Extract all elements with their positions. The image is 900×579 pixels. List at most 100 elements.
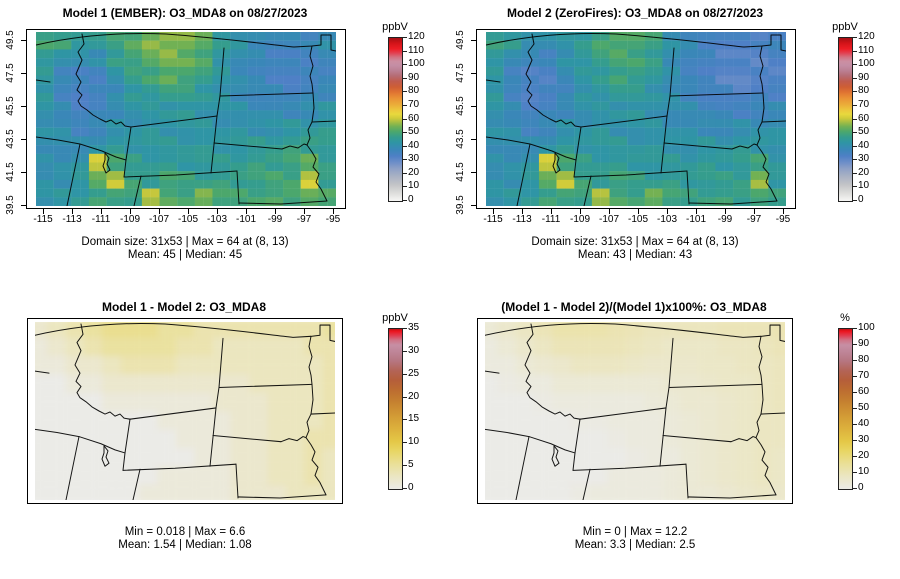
heatmap-cell	[265, 49, 275, 59]
heatmap-cell	[627, 75, 637, 85]
heatmap-cell	[635, 457, 645, 467]
heatmap-cell	[221, 75, 231, 85]
heatmap-cell	[494, 84, 504, 94]
heatmap-cell	[570, 410, 581, 421]
heatmap-cell	[148, 364, 158, 375]
heatmap-cell	[111, 383, 121, 393]
heatmap-cell	[322, 448, 332, 458]
heatmap-cell	[313, 392, 323, 402]
heatmap-cell	[616, 448, 626, 458]
heatmap-cell	[781, 355, 785, 365]
y-axis-tick-mark	[471, 73, 476, 74]
heatmap-cell	[274, 171, 284, 181]
heatmap-cell	[600, 127, 610, 137]
heatmap-cell	[503, 40, 513, 50]
heatmap-cell	[565, 40, 575, 50]
heatmap-cell	[706, 153, 716, 163]
heatmap-cell	[62, 84, 72, 94]
heatmap-cell	[570, 457, 581, 467]
heatmap-cell	[35, 401, 39, 412]
heatmap-cell	[697, 84, 707, 94]
heatmap-cell	[44, 66, 54, 76]
heatmap-cell	[616, 346, 626, 356]
heatmap-difference	[35, 322, 335, 500]
heatmap-cell	[662, 66, 672, 76]
heatmap-cell	[485, 429, 489, 439]
heatmap-cell	[221, 171, 231, 181]
heatmap-cell	[194, 119, 204, 128]
heatmap-cell	[662, 75, 672, 85]
heatmap-cell	[71, 127, 81, 137]
heatmap-cell	[36, 136, 45, 146]
heatmap-cell	[300, 40, 310, 50]
heatmap-cell	[644, 373, 654, 384]
heatmap-cell	[36, 145, 45, 154]
heatmap-cell	[97, 40, 107, 50]
heatmap-cell	[230, 457, 241, 467]
heatmap-cell	[106, 119, 116, 128]
heatmap-cell	[175, 364, 186, 375]
heatmap-cell	[295, 475, 305, 486]
heatmap-cell	[503, 188, 513, 198]
heatmap-cell	[322, 438, 332, 449]
heatmap-cell	[322, 392, 332, 402]
heatmap-cell	[168, 136, 178, 146]
heatmap-cell	[607, 322, 617, 328]
heatmap-cell	[221, 32, 231, 41]
colorbar-tick-label: 60	[858, 386, 870, 397]
heatmap-cell	[285, 392, 296, 402]
heatmap-cell	[745, 457, 755, 467]
heatmap-cell	[724, 32, 734, 41]
heatmap-cell	[538, 127, 548, 137]
heatmap-cell	[726, 466, 737, 476]
heatmap-cell	[267, 420, 277, 430]
heatmap-cell	[763, 373, 773, 384]
heatmap-cell	[62, 188, 72, 198]
heatmap-cell	[488, 429, 498, 439]
heatmap-cell	[680, 66, 690, 76]
heatmap-cell	[318, 84, 328, 94]
heatmap-cell	[331, 410, 335, 421]
heatmap-cell	[56, 346, 66, 356]
heatmap-cell	[203, 162, 213, 172]
colorbar	[388, 328, 403, 490]
heatmap-cell	[175, 327, 186, 338]
caption-line-2: Mean: 3.3 | Median: 2.5	[574, 539, 696, 551]
heatmap-cell	[88, 197, 98, 206]
heatmap-cell	[485, 448, 489, 458]
heatmap-cell	[503, 32, 513, 41]
heatmap-cell	[309, 188, 319, 198]
heatmap-cell	[221, 475, 232, 486]
heatmap-cell	[115, 84, 125, 94]
heatmap-cell	[653, 40, 663, 50]
heatmap-cell	[304, 364, 314, 375]
heatmap-cell	[53, 136, 63, 146]
heatmap-cell	[521, 101, 531, 111]
heatmap-cell	[304, 392, 314, 402]
heatmap-cell	[141, 49, 151, 59]
heatmap-cell	[168, 40, 178, 50]
heatmap-cell	[699, 438, 709, 449]
heatmap-cell	[267, 438, 277, 449]
heatmap-cell	[240, 420, 250, 430]
heatmap-cell	[543, 327, 553, 338]
heatmap-cell	[574, 162, 584, 172]
heatmap-cell	[304, 475, 314, 486]
heatmap-cell	[247, 119, 257, 128]
heatmap-cell	[708, 327, 718, 338]
y-axis-tick-mark	[21, 139, 26, 140]
heatmap-cell	[671, 420, 682, 430]
heatmap-cell	[750, 145, 760, 154]
heatmap-cell	[591, 110, 601, 120]
heatmap-cell	[238, 101, 248, 111]
heatmap-cell	[644, 153, 654, 163]
heatmap-cell	[120, 336, 131, 347]
colorbar-tick-mark	[402, 172, 407, 174]
heatmap-cell	[240, 383, 250, 393]
heatmap-cell	[598, 485, 608, 495]
heatmap-cell	[157, 327, 167, 338]
heatmap-cell	[579, 448, 590, 458]
heatmap-cell	[276, 429, 287, 439]
heatmap-cell	[715, 40, 725, 50]
heatmap-cell	[494, 171, 504, 181]
